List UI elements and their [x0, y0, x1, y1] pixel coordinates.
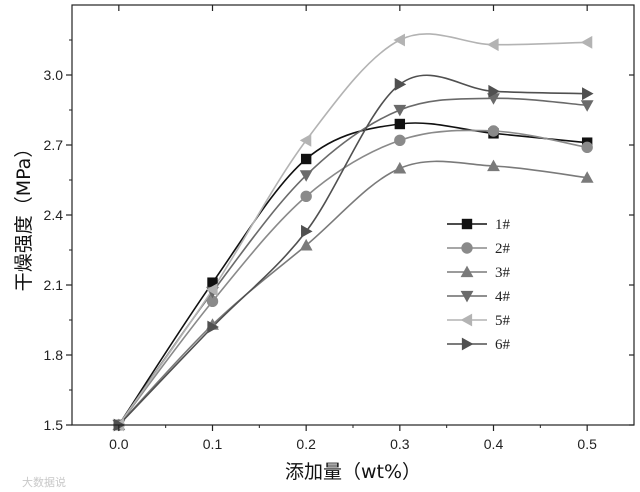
data-point: [207, 320, 219, 334]
legend-label: 5#: [495, 313, 511, 329]
data-point: [487, 125, 500, 137]
x-tick-label: 0.2: [296, 436, 316, 452]
legend-marker: [460, 265, 474, 278]
data-point: [394, 134, 406, 147]
x-tick-label: 0.0: [109, 436, 129, 452]
legend-marker: [460, 290, 474, 303]
data-point: [300, 153, 312, 165]
series-curves: [118, 33, 588, 426]
data-point: [206, 295, 219, 308]
x-tick-label: 0.3: [390, 436, 410, 452]
plot-frame: [71, 4, 635, 426]
data-point: [393, 33, 405, 47]
data-point: [487, 159, 500, 172]
x-tick-label: 0.4: [484, 436, 504, 452]
data-point: [394, 77, 407, 91]
data-point: [301, 224, 313, 238]
y-axis-title: 干燥强度（MPa）: [13, 139, 35, 292]
x-tick-label: 0.5: [577, 436, 597, 452]
y-tick-label: 1.5: [44, 417, 64, 433]
data-point: [394, 118, 406, 130]
data-point: [580, 100, 594, 112]
data-point: [393, 104, 407, 117]
data-point: [580, 171, 594, 183]
data-point: [580, 35, 593, 49]
data-point: [299, 238, 313, 251]
legend-label: 3#: [495, 265, 511, 281]
x-tick-label: 0.1: [203, 436, 223, 452]
legend-label: 1#: [495, 217, 511, 233]
legend-marker: [461, 337, 474, 351]
data-point: [581, 141, 593, 154]
legend-label: 6#: [495, 337, 511, 353]
legend-marker: [461, 218, 473, 230]
y-tick-label: 2.1: [44, 277, 64, 293]
data-point: [300, 190, 312, 203]
legend-marker: [461, 242, 473, 254]
x-axis-ticks: 0.0 0.1 0.2 0.3 0.4 0.5: [109, 5, 597, 452]
data-point: [582, 87, 594, 101]
y-tick-label: 2.4: [44, 207, 64, 223]
series-line-2: [118, 129, 588, 426]
legend-label: 2#: [495, 241, 511, 257]
data-point: [299, 170, 313, 182]
data-point: [393, 161, 407, 174]
data-point: [206, 283, 218, 297]
data-point: [488, 84, 500, 98]
series-line-6: [118, 74, 588, 426]
y-axis-ticks: 1.5 1.8 2.1 2.4 2.7 3.0: [44, 39, 634, 433]
watermark: 大数据说: [22, 475, 66, 489]
series-line-4: [118, 97, 588, 426]
legend-marker: [460, 313, 473, 327]
data-point: [299, 133, 312, 147]
y-tick-label: 1.8: [44, 347, 64, 363]
series-line-3: [118, 160, 588, 426]
legend: 1# 2# 3# 4# 5# 6#: [447, 217, 511, 353]
data-point: [207, 277, 218, 288]
legend-label: 4#: [495, 289, 511, 305]
data-point: [487, 38, 499, 52]
x-axis-title: 添加量（wt%）: [285, 461, 421, 483]
series-markers: [112, 33, 594, 432]
y-tick-label: 2.7: [44, 137, 64, 153]
y-tick-label: 3.0: [44, 67, 64, 83]
